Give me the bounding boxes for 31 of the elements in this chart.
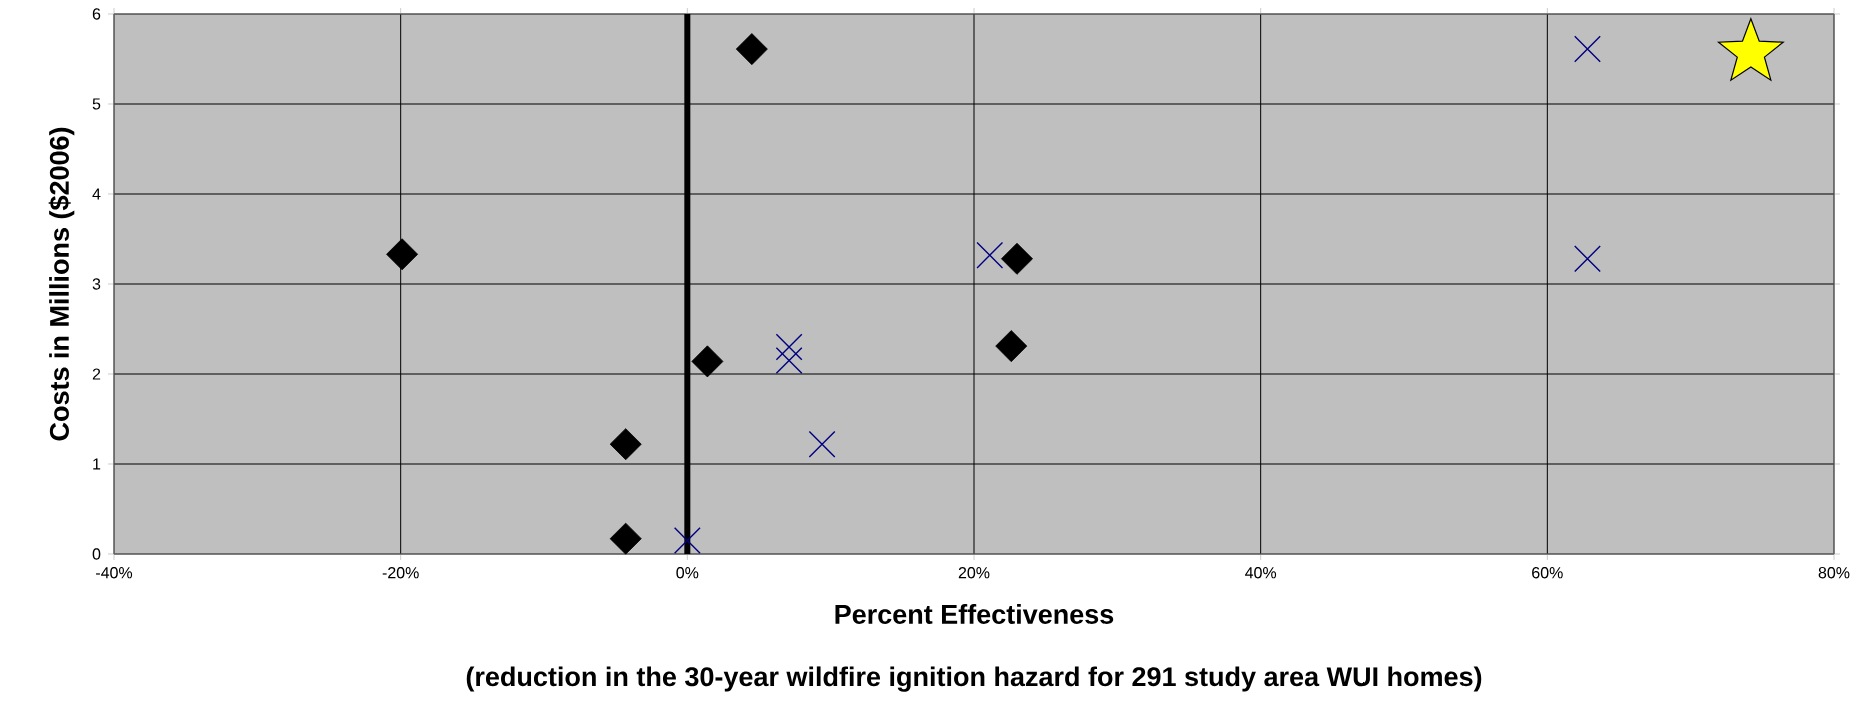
x-tick-label: -20% <box>382 567 419 579</box>
point <box>609 522 642 555</box>
x-tick-label: 0% <box>676 567 699 579</box>
y-tick-label: 3 <box>92 278 101 290</box>
x-tick-label: 60% <box>1532 567 1563 579</box>
point <box>1574 35 1601 63</box>
point <box>1001 242 1033 275</box>
point <box>775 333 803 361</box>
x-tick-label: 80% <box>1818 567 1850 579</box>
text: (reduction in the 30-year wildfire ignition hazard for 291 study area WUI homes) <box>466 666 1482 692</box>
point <box>735 33 768 66</box>
x-axis-title: Percent Effectiveness <box>835 604 1114 624</box>
y-tick-label: 0 <box>92 548 101 560</box>
x-tick-label: 40% <box>1245 567 1277 579</box>
x-tick-label: 20% <box>958 567 990 579</box>
y-tick-label: 4 <box>92 188 101 200</box>
point <box>995 330 1028 363</box>
y-tick-label: 5 <box>92 98 101 110</box>
point <box>691 345 724 378</box>
y-tick-label: 2 <box>92 368 101 380</box>
point <box>775 347 803 374</box>
point <box>609 428 642 461</box>
y-axis-title: Costs in Millions ($2006) <box>48 127 75 441</box>
point <box>386 238 419 271</box>
point <box>673 527 701 554</box>
y-tick-label: 6 <box>92 8 101 20</box>
point <box>976 241 1004 269</box>
point <box>808 430 836 458</box>
x-tick-label: -40% <box>96 567 133 579</box>
point <box>1574 245 1601 273</box>
y-tick-label: 1 <box>93 458 101 470</box>
